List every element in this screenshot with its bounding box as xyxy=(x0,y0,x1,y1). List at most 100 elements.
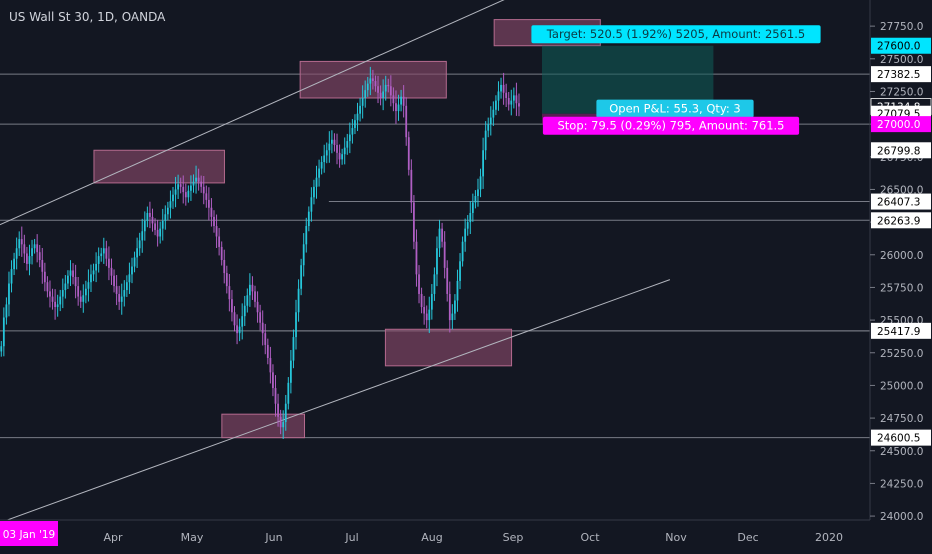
price-level-tag-label: 26263.9 xyxy=(877,215,920,227)
candle-body xyxy=(102,248,105,254)
price-level-tag xyxy=(871,322,931,339)
candle-body xyxy=(261,322,264,334)
time-tick-label: Oct xyxy=(580,531,600,544)
candle-body xyxy=(82,295,85,302)
price-level-tag-label: 26407.3 xyxy=(877,197,920,209)
candle-body xyxy=(246,295,249,306)
candle-body xyxy=(151,216,154,224)
candle-body xyxy=(392,95,395,104)
candle-body xyxy=(305,226,308,245)
candle-body xyxy=(67,275,69,284)
candle-body xyxy=(23,244,26,254)
candle-body xyxy=(20,239,23,245)
pnl-label: Open P&L: 55.3, Qty: 3 xyxy=(609,102,741,116)
price-tick-label: 26500.0 xyxy=(880,184,923,196)
price-axis-background xyxy=(870,0,932,550)
candle-body xyxy=(500,84,502,92)
candle-body xyxy=(484,130,487,151)
candles xyxy=(0,66,520,439)
candle-body xyxy=(507,97,510,105)
time-tick-label: Dec xyxy=(737,531,758,544)
candle-body xyxy=(5,304,8,318)
candle-body xyxy=(26,253,28,264)
candle-body xyxy=(433,274,436,294)
candle-body xyxy=(328,143,331,151)
candle-body xyxy=(69,270,72,276)
candle-body xyxy=(56,304,59,308)
chart-title: US Wall St 30, 1D, OANDA xyxy=(9,10,166,24)
candle-body xyxy=(197,177,200,182)
candle-body xyxy=(441,228,443,242)
candle-body xyxy=(41,260,44,272)
candle-body xyxy=(471,202,474,213)
candle-body xyxy=(469,212,472,223)
candle-body xyxy=(8,283,10,305)
candle-body xyxy=(143,220,146,232)
candle-body xyxy=(218,236,221,247)
candle-body xyxy=(87,282,90,289)
candle-body xyxy=(518,103,520,107)
candle-body xyxy=(202,186,205,194)
candle-body xyxy=(43,271,46,283)
candle-body xyxy=(428,309,431,321)
candle-body xyxy=(282,422,285,428)
candle-body xyxy=(200,181,203,187)
candle-body xyxy=(156,229,159,237)
candle-body xyxy=(343,147,346,155)
price-level-tag-label: 27000.0 xyxy=(877,119,920,131)
candle-body xyxy=(172,194,174,202)
candle-body xyxy=(374,81,377,87)
candle-body xyxy=(307,211,310,227)
candle-body xyxy=(451,313,454,321)
candle-body xyxy=(341,154,344,160)
candle-body xyxy=(115,286,118,294)
candle-body xyxy=(310,197,313,212)
candle-body xyxy=(31,248,33,257)
candle-body xyxy=(190,185,192,191)
candle-body xyxy=(407,137,410,170)
target-label: Target: 520.5 (1.92%) 5205, Amount: 2561… xyxy=(546,27,805,41)
candle-body xyxy=(436,248,438,275)
price-tick-label: 25000.0 xyxy=(880,380,923,392)
candle-body xyxy=(64,283,67,291)
price-zone xyxy=(221,413,306,439)
candle-body xyxy=(243,305,246,317)
candle-body xyxy=(187,190,190,198)
candle-body xyxy=(207,199,210,208)
candle-body xyxy=(259,312,262,323)
candle-body xyxy=(377,86,379,93)
candle-body xyxy=(410,169,413,203)
candle-body xyxy=(61,290,64,297)
candle-body xyxy=(497,91,500,101)
candle-body xyxy=(369,78,372,84)
candle-body xyxy=(254,291,256,302)
candle-body xyxy=(277,403,279,417)
candle-body xyxy=(108,258,110,268)
price-level-tag xyxy=(871,193,931,210)
candle-body xyxy=(402,96,405,106)
price-tick-label: 24250.0 xyxy=(880,478,923,490)
candle-body xyxy=(346,141,349,148)
price-level-tag-label: 25417.9 xyxy=(877,326,920,338)
candle-body xyxy=(320,162,323,169)
candle-body xyxy=(169,201,172,208)
candle-body xyxy=(131,266,133,275)
candle-body xyxy=(0,346,3,352)
candle-body xyxy=(510,100,513,105)
candle-body xyxy=(272,372,274,389)
candle-body xyxy=(195,177,197,182)
candle-body xyxy=(46,282,49,292)
candle-body xyxy=(302,244,305,266)
candle-body xyxy=(100,253,103,257)
trend-line-lower xyxy=(0,279,671,524)
candle-body xyxy=(192,181,195,186)
candle-body xyxy=(487,124,490,131)
candle-body xyxy=(446,267,449,294)
candle-body xyxy=(2,317,5,347)
candle-body xyxy=(225,273,228,287)
candle-body xyxy=(461,241,464,262)
candle-body xyxy=(330,139,333,144)
price-tick-label: 27250.0 xyxy=(880,86,923,98)
candle-body xyxy=(425,313,428,321)
